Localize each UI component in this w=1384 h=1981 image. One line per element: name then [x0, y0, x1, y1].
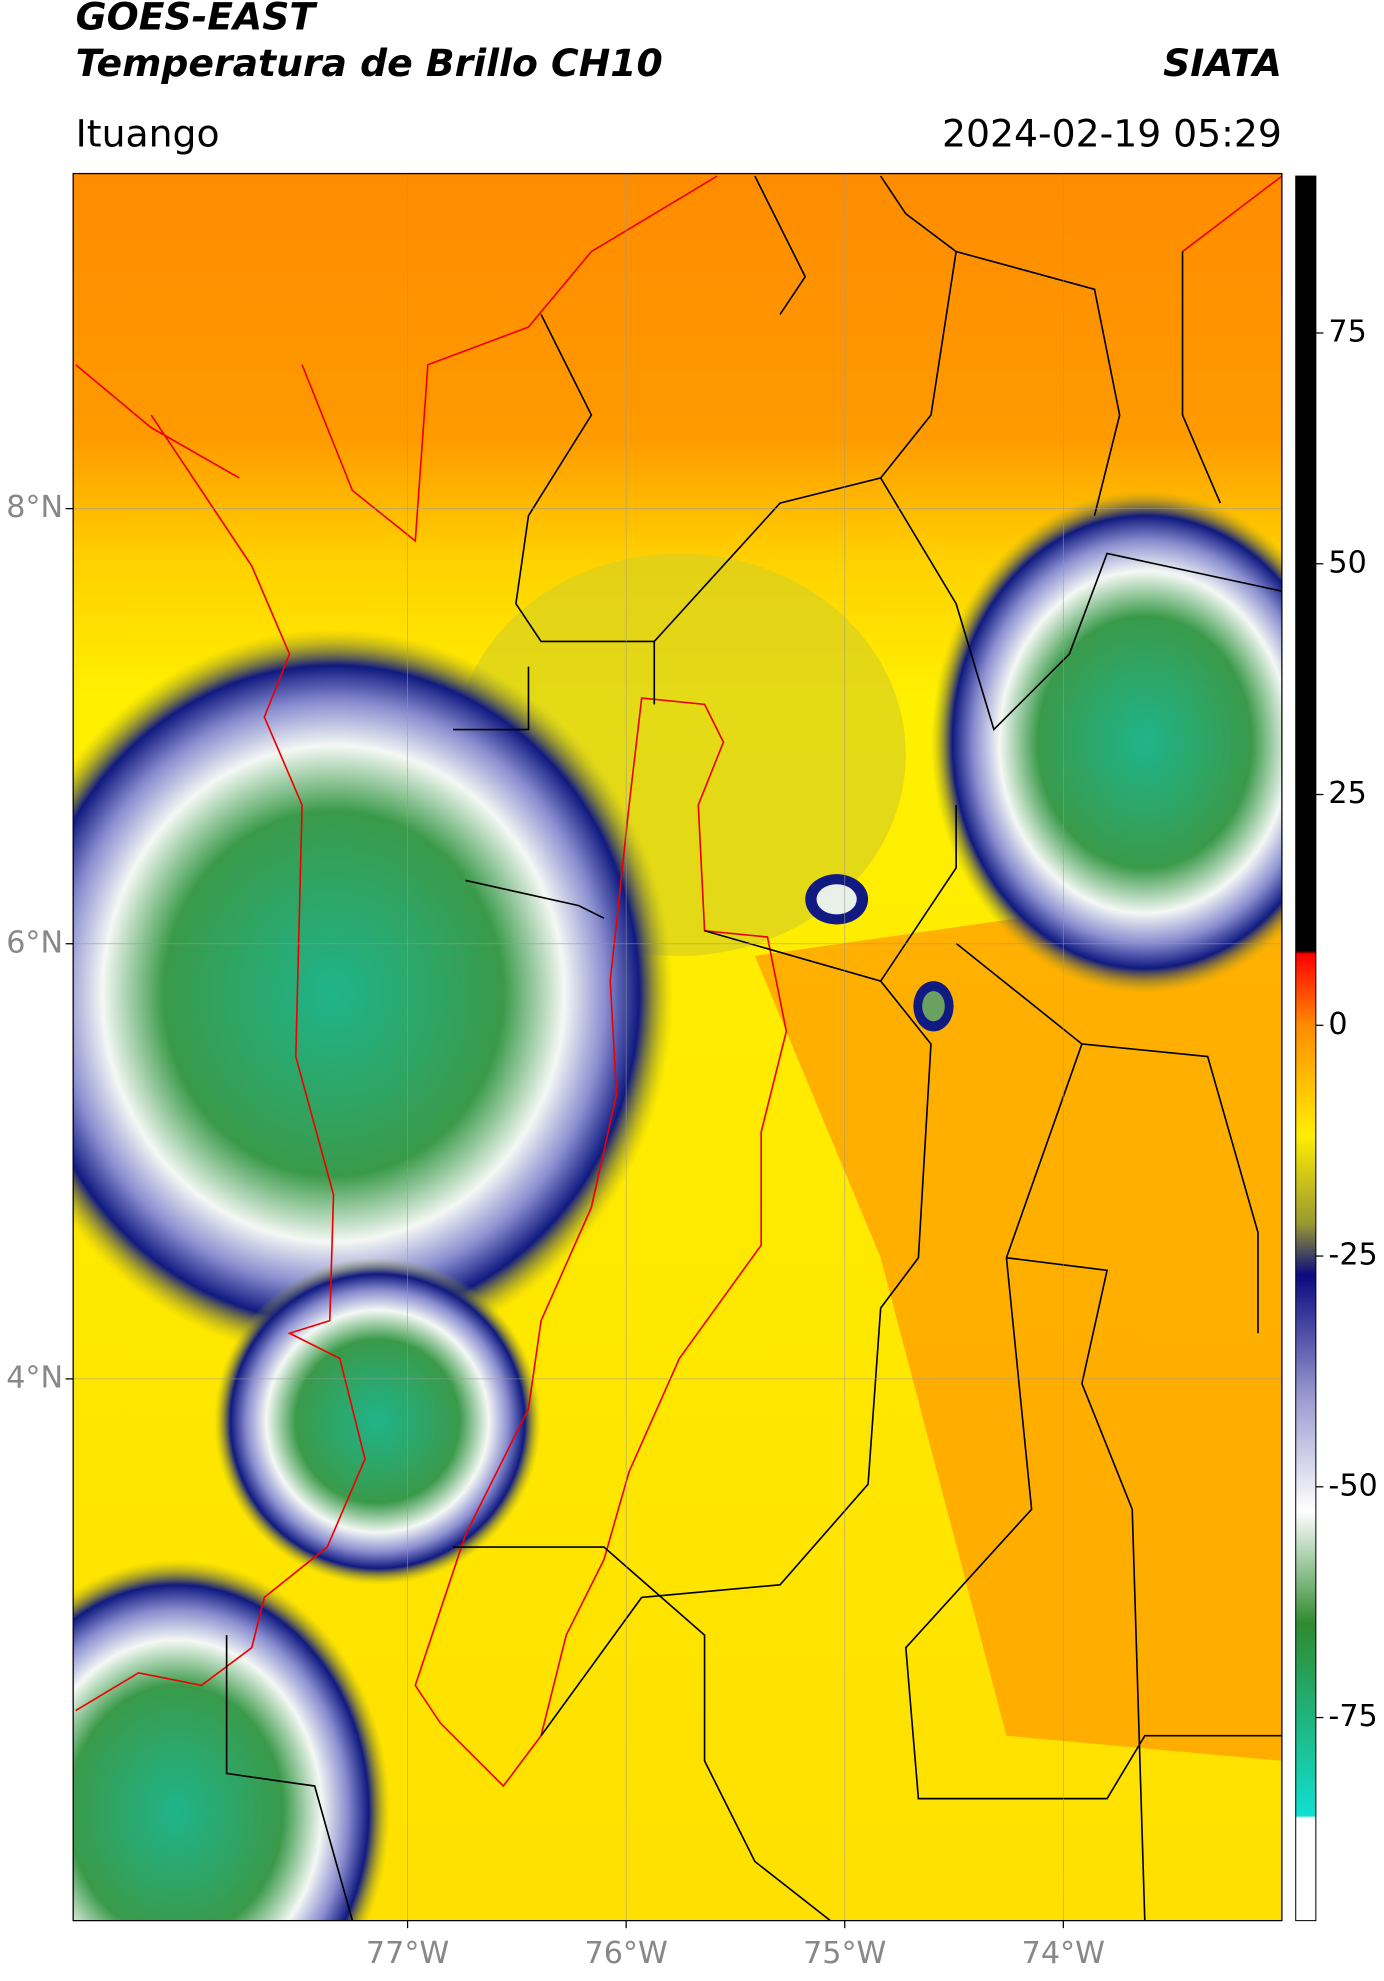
- lon-tick-label: 74°W: [1022, 1936, 1105, 1971]
- title: GOES-EAST: [76, 0, 319, 38]
- location: Ituango: [76, 111, 220, 155]
- colorbar-tick-label: 75: [1328, 315, 1366, 350]
- colorbar-tick-label: -25: [1328, 1238, 1377, 1273]
- colorbar-tick-label: 25: [1328, 776, 1366, 811]
- source: SIATA: [1163, 41, 1282, 85]
- datetime: 2024-02-19 05:29: [942, 111, 1282, 155]
- subtitle: Temperatura de Brillo CH10: [76, 41, 663, 85]
- map: [73, 173, 1282, 1921]
- lat-tick-label: 4°N: [6, 1360, 63, 1395]
- colorbar-tick-label: 0: [1328, 1007, 1347, 1042]
- lon-tick-label: 76°W: [585, 1936, 668, 1971]
- lat-tick-label: 6°N: [6, 925, 63, 960]
- lon-tick-label: 75°W: [803, 1936, 886, 1971]
- colorbar-tick-label: -75: [1328, 1699, 1377, 1734]
- lon-tick-label: 77°W: [366, 1936, 449, 1971]
- colorbar-tick-label: 50: [1328, 545, 1366, 580]
- colorbar-tick-label: -50: [1328, 1468, 1377, 1503]
- lat-tick-label: 8°N: [6, 490, 63, 525]
- colorbar: [1295, 175, 1317, 1922]
- map-frame: [72, 172, 1283, 1922]
- grid: [73, 173, 1282, 1921]
